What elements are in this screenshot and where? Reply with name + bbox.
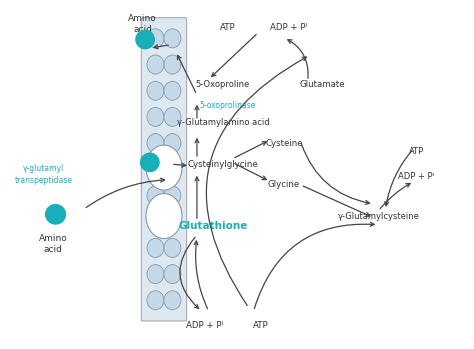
Ellipse shape [147,81,164,100]
Text: ATP: ATP [253,321,268,329]
FancyBboxPatch shape [141,18,187,321]
Ellipse shape [147,186,164,205]
Ellipse shape [135,30,155,49]
Ellipse shape [147,291,164,310]
Ellipse shape [164,160,181,179]
Ellipse shape [164,265,181,284]
Ellipse shape [164,134,181,153]
Ellipse shape [147,265,164,284]
Ellipse shape [147,55,164,74]
Ellipse shape [146,145,182,190]
Ellipse shape [147,160,164,179]
Ellipse shape [164,186,181,205]
Ellipse shape [147,107,164,126]
Text: Glutathione: Glutathione [179,221,248,231]
Text: ATP: ATP [409,148,424,156]
Text: Glycine: Glycine [268,180,300,190]
Text: ADP + Pᴵ: ADP + Pᴵ [270,23,307,32]
Ellipse shape [164,291,181,310]
Ellipse shape [147,212,164,231]
Text: Amino
acid: Amino acid [39,234,68,254]
Ellipse shape [147,29,164,48]
Ellipse shape [140,153,160,172]
Text: 5-oxoprolinase: 5-oxoprolinase [200,101,256,110]
Ellipse shape [164,55,181,74]
Ellipse shape [147,238,164,258]
Text: γ-glutamyl
transpeptidase: γ-glutamyl transpeptidase [15,164,73,185]
Text: Cysteine: Cysteine [265,139,303,148]
Text: Glutamate: Glutamate [299,80,345,89]
Text: γ-Glutamylamino acid: γ-Glutamylamino acid [176,118,269,127]
Ellipse shape [164,238,181,258]
Ellipse shape [45,204,66,225]
Ellipse shape [164,29,181,48]
Text: 5-Oxoproline: 5-Oxoproline [196,80,250,89]
Ellipse shape [164,212,181,231]
Text: ATP: ATP [220,23,236,32]
Text: Amino
acid: Amino acid [128,14,157,34]
Text: ADP + Pᴵ: ADP + Pᴵ [185,321,222,329]
Ellipse shape [147,134,164,153]
Text: ADP + Pᴵ: ADP + Pᴵ [398,172,434,181]
Text: Cysteinylglycine: Cysteinylglycine [188,159,258,169]
Ellipse shape [164,107,181,126]
Ellipse shape [164,81,181,100]
Text: γ-Glutamylcysteine: γ-Glutamylcysteine [337,211,419,221]
Ellipse shape [146,194,182,239]
